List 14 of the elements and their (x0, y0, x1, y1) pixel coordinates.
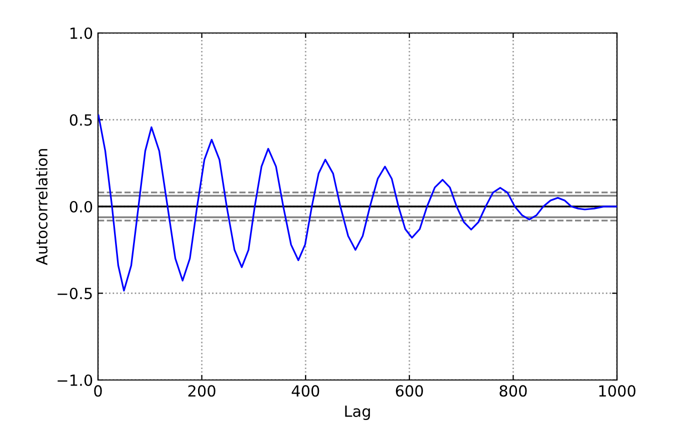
y-tick-label: 1.0 (70, 27, 92, 40)
line-series (98, 114, 617, 292)
x-tick-label: 600 (396, 385, 423, 397)
y-tick-label: −0.5 (58, 288, 92, 300)
y-tick-label: 0.5 (70, 114, 92, 126)
x-tick-label: 400 (292, 385, 320, 397)
x-tick-label: 800 (500, 385, 527, 397)
y-tick-label: −1.0 (58, 374, 92, 386)
y-tick-label: 0.0 (70, 200, 92, 213)
y-axis-title: Autocorrelation (36, 149, 48, 266)
x-tick-label: 0 (94, 385, 102, 397)
x-axis-title: Lag (345, 406, 370, 420)
x-tick-label: 1000 (599, 385, 636, 397)
x-tick-label: 200 (188, 385, 216, 397)
